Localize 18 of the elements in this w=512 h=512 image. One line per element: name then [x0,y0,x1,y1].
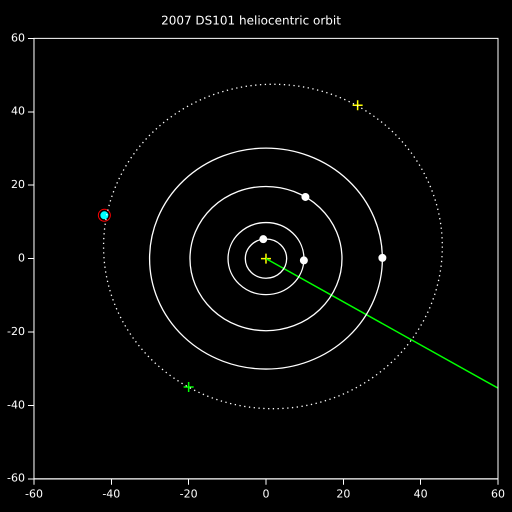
y-tick-label: -20 [7,324,25,338]
x-tick-label: -40 [102,487,120,500]
chart-title: 2007 DS101 heliocentric orbit [161,13,342,28]
x-tick-label: 0 [262,487,270,500]
y-tick-label: 0 [18,251,25,264]
point [352,99,364,111]
point [98,208,111,222]
point [182,381,194,393]
x-tick-label: -60 [24,487,43,500]
x-tick-label: 60 [491,487,505,500]
x-tick-label: 40 [414,487,428,500]
y-tick-label: -60 [7,472,25,485]
x-tick-label: -20 [180,487,198,500]
y-tick-label: -40 [7,398,25,412]
y-tick-label: 20 [10,178,25,192]
y-tick-label: 40 [10,104,25,118]
y-tick-label: 60 [10,31,25,44]
x-tick-label: 20 [336,487,350,500]
